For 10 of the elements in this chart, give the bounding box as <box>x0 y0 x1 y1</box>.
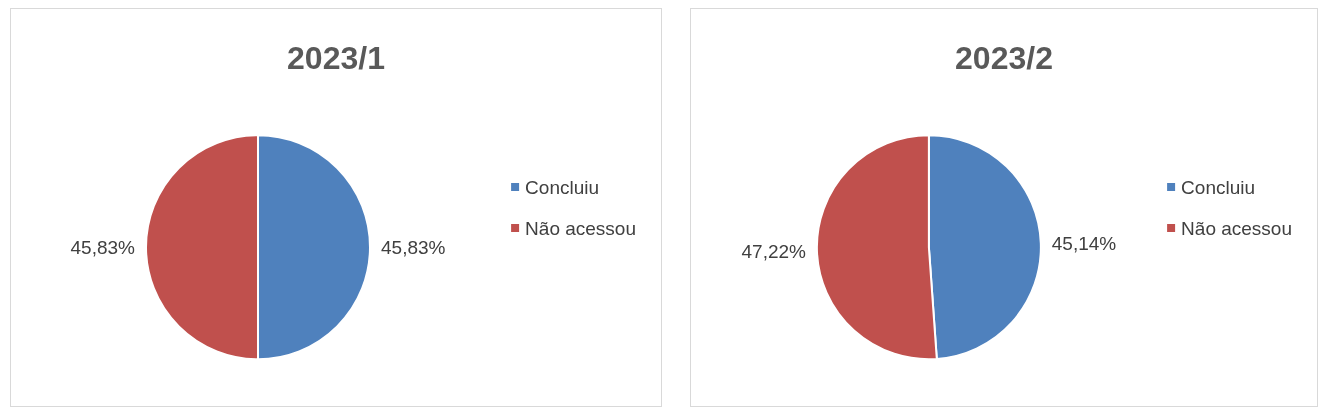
legend-label: Concluiu <box>1181 176 1256 198</box>
data-label: 45,14% <box>1051 232 1117 254</box>
chart-title: 2023/1 <box>287 40 385 76</box>
legend-label: Concluiu <box>525 176 600 198</box>
data-label: 47,22% <box>741 240 807 262</box>
data-label: 45,83% <box>381 236 446 258</box>
legend-label: Não acessou <box>1181 217 1292 239</box>
legend-label: Não acessou <box>525 217 636 239</box>
chart-title: 2023/2 <box>955 40 1053 76</box>
data-label: 45,83% <box>70 236 136 258</box>
